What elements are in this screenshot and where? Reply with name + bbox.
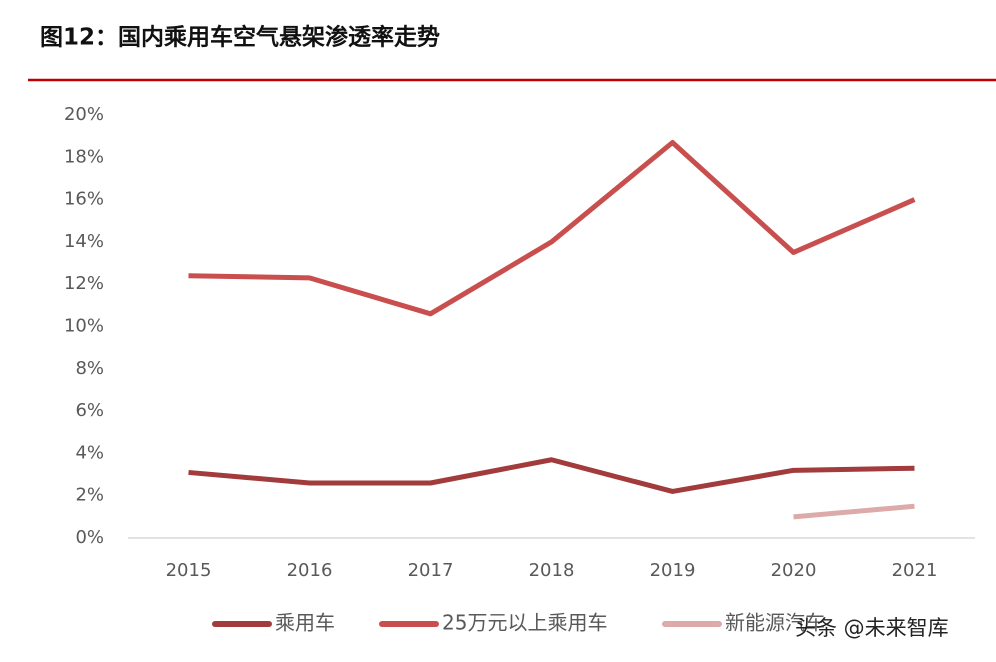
x-tick-label: 2020	[771, 560, 817, 581]
y-tick-label: 20%	[64, 104, 104, 125]
x-tick-label: 2021	[892, 560, 938, 581]
legend-label: 新能源汽车	[725, 611, 825, 635]
y-tick-label: 6%	[75, 400, 104, 421]
chart-title: 图12：国内乘用车空气悬架渗透率走势	[40, 24, 440, 51]
y-tick-label: 8%	[75, 358, 104, 379]
y-tick-label: 12%	[64, 273, 104, 294]
y-tick-label: 14%	[64, 231, 104, 252]
x-tick-label: 2016	[287, 560, 333, 581]
y-tick-label: 4%	[75, 442, 104, 463]
watermark: 头条 @未来智库	[795, 616, 949, 640]
y-tick-label: 16%	[64, 189, 104, 210]
y-tick-label: 18%	[64, 146, 104, 167]
x-tick-label: 2017	[408, 560, 454, 581]
series-line	[188, 139, 916, 317]
y-tick-label: 10%	[64, 316, 104, 337]
x-tick-label: 2018	[529, 560, 575, 581]
x-tick-label: 2015	[166, 560, 212, 581]
legend-label: 25万元以上乘用车	[442, 611, 607, 635]
series-line	[188, 457, 915, 494]
series-line	[793, 503, 915, 520]
y-tick-label: 0%	[75, 527, 104, 548]
x-tick-label: 2019	[650, 560, 696, 581]
y-tick-label: 2%	[75, 485, 104, 506]
legend-label: 乘用车	[275, 611, 335, 635]
